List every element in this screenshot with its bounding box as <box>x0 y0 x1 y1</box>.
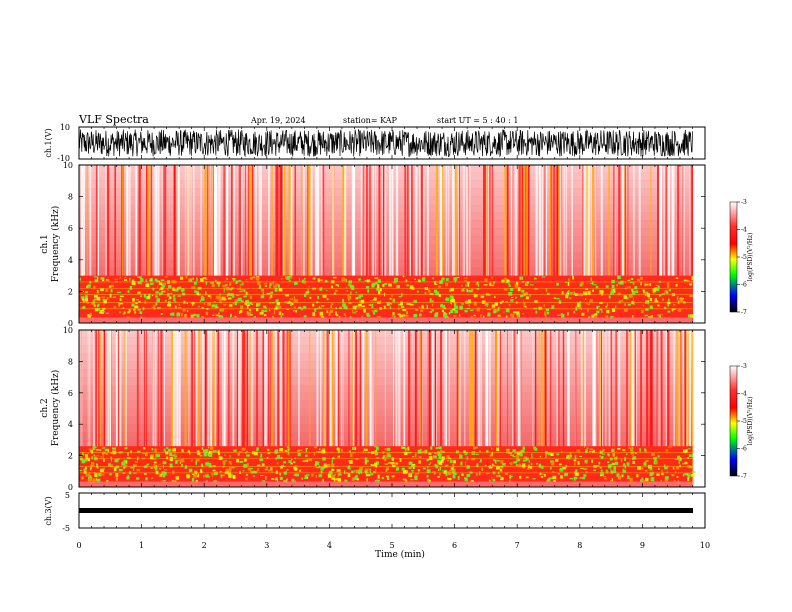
ch2-colorbar: -3 -4 -5 -6 -7 log(PSD)(V²/Hz) <box>729 363 754 480</box>
time-tick-label: 3 <box>264 541 269 550</box>
colorbar-tick-label: -5 <box>741 418 747 425</box>
ch2-spectrogram-image <box>79 330 696 487</box>
colorbar-tick-label: -7 <box>741 309 747 316</box>
colorbar-tick-label: -5 <box>741 254 747 261</box>
ch3-ytick-bottom: -5 <box>62 524 70 533</box>
time-axis: 0 1 2 3 4 5 6 7 8 9 10 <box>76 541 710 550</box>
ch1-ylabel: ch.1(V) <box>44 128 53 157</box>
ch3-waveform-panel: ch.3(V) 5 -5 0 1 2 3 4 5 6 7 8 9 10 Time (min) <box>44 491 710 560</box>
time-tick-label: 1 <box>139 541 144 550</box>
time-tick-label: 2 <box>202 541 207 550</box>
chart-title: VLF Spectra <box>78 113 149 126</box>
time-axis-label: Time (min) <box>375 549 425 560</box>
spec-ytick-label: 2 <box>68 287 73 296</box>
ch2-spec-ylabel-line1: ch.2 <box>40 398 50 417</box>
colorbar-tick-label: -7 <box>741 473 747 480</box>
time-tick-label: 9 <box>640 541 645 550</box>
station-label: station= KAP <box>343 116 398 125</box>
colorbar-tick-label: -4 <box>741 227 747 234</box>
spec-ytick-label: 0 <box>68 319 73 328</box>
spec-ytick-label: 8 <box>68 193 73 202</box>
time-tick-label: 0 <box>76 541 81 550</box>
ch2-colorbar-label: log(PSD)(V²/Hz) <box>747 397 754 446</box>
spec-ytick-label: 10 <box>63 326 73 335</box>
time-tick-label: 10 <box>700 541 710 550</box>
spec-ytick-label: 2 <box>68 452 73 461</box>
ch2-spectrogram-panel: ch.2 Frequency (kHz) 0 2 4 6 8 10 <box>40 326 706 492</box>
colorbar-tick-label: -3 <box>741 363 747 370</box>
spec-ytick-label: 10 <box>63 161 73 170</box>
spec-ytick-label: 4 <box>68 256 73 265</box>
ch3-ytick-top: 5 <box>65 491 70 500</box>
ch1-colorbar-label: log(PSD)(V²/Hz) <box>747 233 754 282</box>
ch3-waveform-band <box>79 508 693 513</box>
ch1-waveform-line <box>78 128 693 158</box>
spec-ytick-label: 0 <box>68 483 73 492</box>
ch1-spec-ylabel-line2: Frequency (kHz) <box>50 206 61 283</box>
ch1-spectrogram-image <box>79 165 694 323</box>
time-tick-label: 8 <box>577 541 582 550</box>
ch1-spec-ylabel-line1: ch.1 <box>40 234 50 253</box>
date-label: Apr. 19, 2024 <box>250 116 306 125</box>
ch1-ytick-top: 10 <box>60 123 70 132</box>
start-time-label: start UT = 5 : 40 : 1 <box>437 116 518 125</box>
time-tick-label: 7 <box>515 541 520 550</box>
spec-ytick-label: 4 <box>68 420 73 429</box>
time-tick-label: 4 <box>327 541 332 550</box>
ch2-spec-ylabel-line2: Frequency (kHz) <box>50 370 61 447</box>
colorbar-tick-label: -6 <box>741 282 747 289</box>
time-tick-label: 5 <box>389 541 394 550</box>
spec-ytick-label: 6 <box>68 224 73 233</box>
ch1-ytick-bottom: -10 <box>57 154 70 163</box>
colorbar-tick-label: -3 <box>741 199 747 206</box>
ch3-ylabel: ch.3(V) <box>44 496 53 525</box>
ch1-spectrogram-panel: ch.1 Frequency (kHz) 0 2 4 6 8 10 <box>40 161 706 328</box>
colorbar-tick-label: -6 <box>741 446 747 453</box>
ch1-waveform-panel: ch.1(V) 10 -10 <box>44 123 706 163</box>
time-tick-label: 6 <box>452 541 457 550</box>
colorbar-tick-label: -4 <box>741 391 747 398</box>
ch1-colorbar: -3 -4 -5 -6 -7 log(PSD)(V²/Hz) <box>729 199 754 316</box>
spec-ytick-label: 8 <box>68 357 73 366</box>
spec-ytick-label: 6 <box>68 389 73 398</box>
